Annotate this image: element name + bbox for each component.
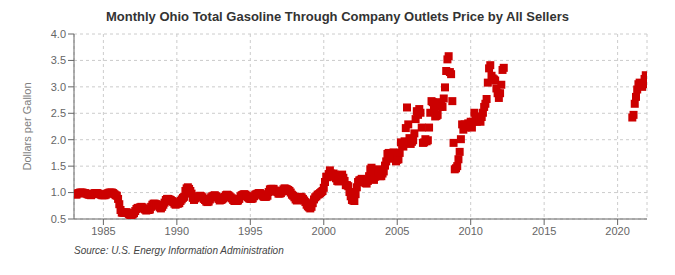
svg-text:2010: 2010 (458, 225, 482, 237)
html-text:Monthly Ohio Total Gasoline Th: Monthly Ohio Total Gasoline Through Comp… (106, 9, 569, 24)
svg-text:2020: 2020 (605, 225, 629, 237)
svg-text:2015: 2015 (532, 225, 556, 237)
svg-text:0.5: 0.5 (51, 213, 66, 225)
svg-text:2.0: 2.0 (51, 134, 66, 146)
svg-text:3.0: 3.0 (51, 81, 66, 93)
html-text:Source: U.S. Energy Informatio: Source: U.S. Energy Information Administ… (74, 245, 284, 256)
svg-text:2.5: 2.5 (51, 107, 66, 119)
svg-text:1990: 1990 (165, 225, 189, 237)
svg-text:1.0: 1.0 (51, 186, 66, 198)
svg-text:2000: 2000 (312, 225, 336, 237)
svg-text:4.0: 4.0 (51, 28, 66, 40)
svg-text:Dollars per Gallon: Dollars per Gallon (21, 82, 33, 170)
svg-text:2005: 2005 (385, 225, 409, 237)
svg-text:1985: 1985 (91, 225, 115, 237)
svg-text:1.5: 1.5 (51, 160, 66, 172)
svg-text:3.5: 3.5 (51, 54, 66, 66)
svg-text:1995: 1995 (238, 225, 262, 237)
